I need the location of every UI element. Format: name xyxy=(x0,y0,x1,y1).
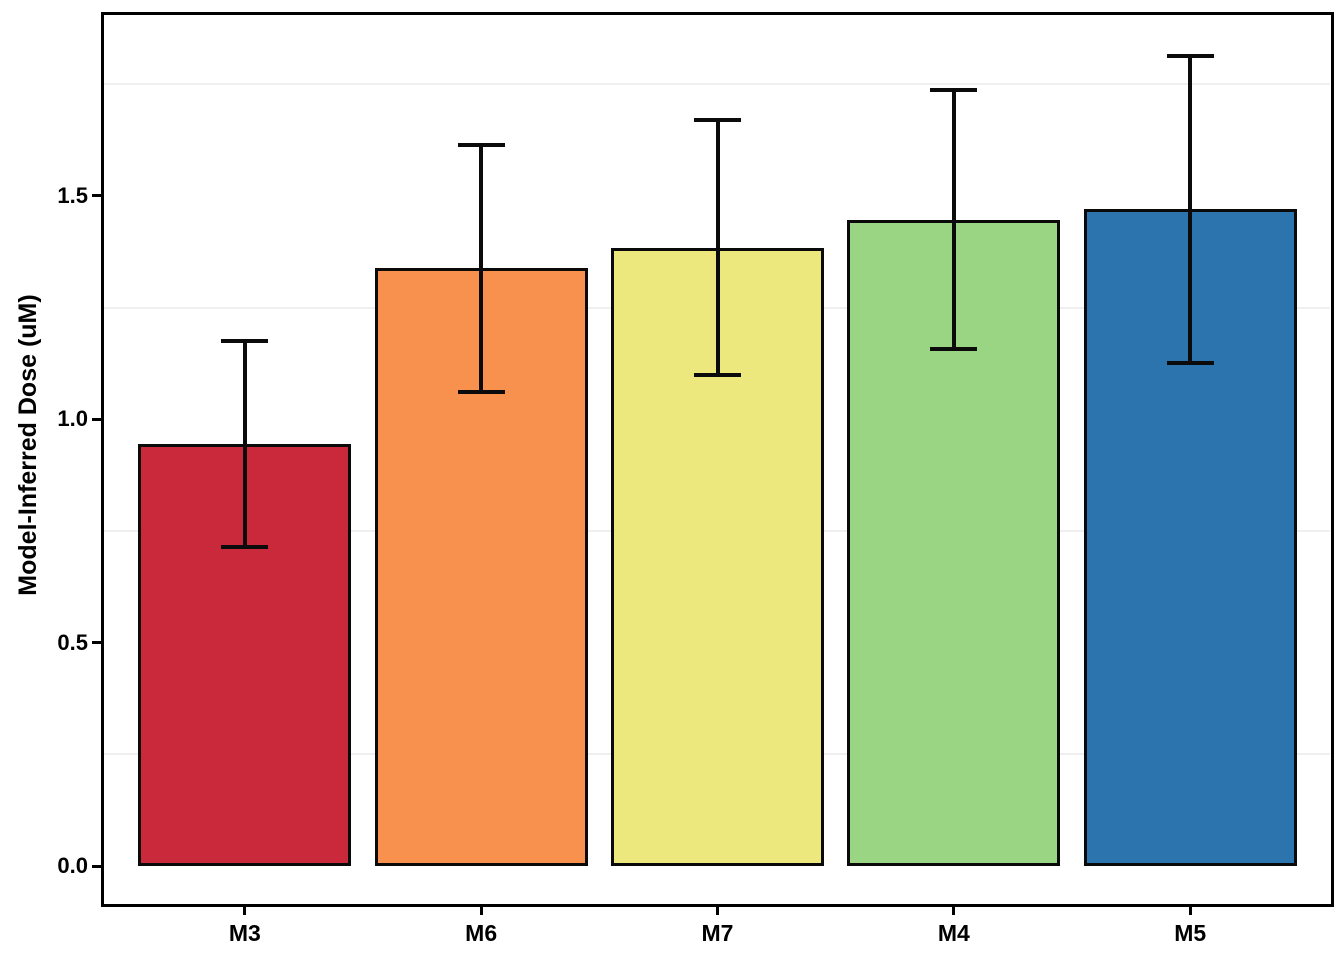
y-tick-label: 1.0 xyxy=(57,406,88,432)
x-tick-mark xyxy=(243,905,247,915)
x-tick-label-M3: M3 xyxy=(228,920,261,946)
y-tick-label: 0.5 xyxy=(57,629,88,655)
y-tick-mark xyxy=(92,417,103,421)
error-bar-cap-bottom-M7 xyxy=(694,373,741,378)
y-tick-mark xyxy=(92,641,103,645)
error-bar-cap-top-M4 xyxy=(930,87,978,92)
y-tick-label: 0.0 xyxy=(57,853,88,879)
x-tick-mark xyxy=(1188,905,1192,915)
x-tick-label-M4: M4 xyxy=(937,920,970,946)
error-bar-cap-bottom-M3 xyxy=(221,545,269,550)
x-tick-mark xyxy=(952,905,956,915)
error-bar-line-M7 xyxy=(715,120,720,376)
error-bar-cap-top-M5 xyxy=(1166,53,1214,58)
y-tick-label: 1.5 xyxy=(57,182,88,208)
x-tick-mark xyxy=(479,905,483,915)
y-tick-mark xyxy=(92,864,103,868)
error-bar-cap-top-M7 xyxy=(694,118,741,123)
error-bar-cap-bottom-M4 xyxy=(930,347,978,352)
error-bar-cap-bottom-M6 xyxy=(457,390,505,395)
x-tick-mark xyxy=(716,905,719,915)
x-tick-label-M5: M5 xyxy=(1174,920,1207,946)
y-tick-mark xyxy=(92,194,103,198)
error-bar-line-M5 xyxy=(1188,55,1193,364)
x-tick-label-M6: M6 xyxy=(465,920,498,946)
y-axis-title: Model-Inferred Dose (uM) xyxy=(14,293,42,596)
error-bar-cap-top-M6 xyxy=(457,143,505,148)
error-bar-cap-bottom-M5 xyxy=(1166,361,1214,366)
error-bar-cap-top-M3 xyxy=(221,339,269,344)
x-tick-label-M7: M7 xyxy=(701,920,734,946)
error-bar-line-M6 xyxy=(479,145,484,393)
error-bar-line-M4 xyxy=(951,89,956,350)
error-bar-line-M3 xyxy=(242,341,247,548)
minor-gridline xyxy=(104,83,1330,86)
